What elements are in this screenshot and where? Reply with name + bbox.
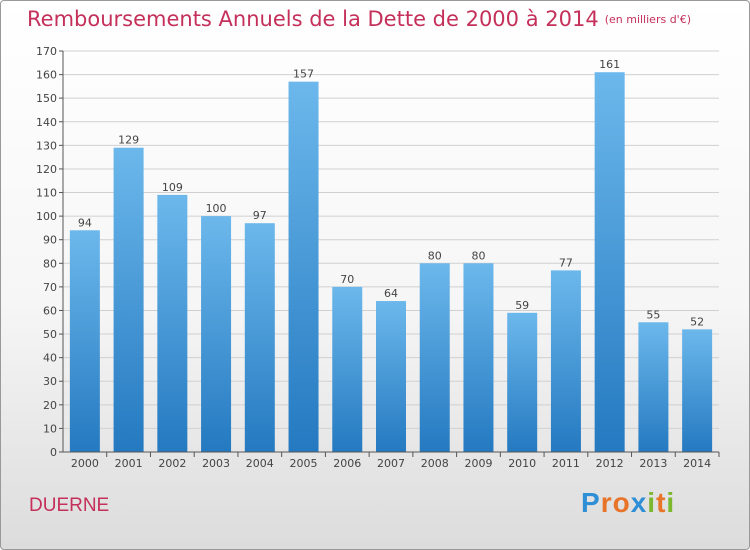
- bar: [332, 286, 363, 452]
- bar: [201, 216, 232, 452]
- x-tick-label: 2013: [639, 457, 667, 470]
- x-tick-label: 2009: [464, 457, 492, 470]
- logo-letter: P: [581, 487, 601, 518]
- y-tick-label: 60: [43, 304, 57, 317]
- chart-title: Remboursements Annuels de la Dette de 20…: [27, 7, 691, 31]
- x-tick-label: 2001: [115, 457, 143, 470]
- x-tick-label: 2010: [508, 457, 536, 470]
- y-tick-label: 170: [36, 45, 57, 58]
- y-tick-label: 70: [43, 281, 57, 294]
- data-label: 80: [428, 249, 442, 262]
- bars: 94 129 109 100 97 157 70 64 80 80 59 77 161 55 52: [69, 58, 713, 453]
- data-label: 80: [471, 249, 485, 262]
- bar: [638, 322, 669, 452]
- logo-letter: o: [612, 487, 631, 518]
- data-label: 70: [340, 273, 354, 286]
- bar: [594, 72, 625, 453]
- bar: [113, 147, 144, 452]
- bar: [682, 329, 713, 452]
- x-tick-label: 2011: [552, 457, 580, 470]
- x-tick-label: 2005: [290, 457, 318, 470]
- x-tick-label: 2014: [683, 457, 711, 470]
- bar: [550, 270, 581, 452]
- x-tick-label: 2003: [202, 457, 230, 470]
- logo-letter: t: [656, 487, 667, 518]
- data-label: 77: [559, 256, 573, 269]
- chart-subtitle: (en milliers d'€): [604, 13, 691, 26]
- logo-letter: x: [630, 487, 648, 518]
- y-tick-label: 10: [43, 422, 57, 435]
- proxiti-logo: Proxiti: [581, 487, 675, 519]
- x-tick-label: 2000: [71, 457, 99, 470]
- data-label: 97: [253, 209, 267, 222]
- logo-letter: i: [647, 487, 657, 518]
- bar: [288, 81, 319, 452]
- bar: [244, 223, 275, 452]
- y-tick-label: 130: [36, 139, 57, 152]
- chart-title-text: Remboursements Annuels de la Dette de 20…: [27, 7, 599, 31]
- y-tick-label: 80: [43, 257, 57, 270]
- x-tick-label: 2007: [377, 457, 405, 470]
- bar: [507, 312, 538, 452]
- data-label: 52: [690, 315, 704, 328]
- data-label: 94: [78, 216, 92, 229]
- x-tick-label: 2004: [246, 457, 274, 470]
- data-label: 64: [384, 287, 398, 300]
- data-label: 157: [293, 68, 314, 81]
- x-tick-label: 2006: [333, 457, 361, 470]
- y-tick-label: 100: [36, 210, 57, 223]
- y-tick-label: 140: [36, 116, 57, 129]
- data-label: 109: [162, 181, 183, 194]
- y-tick-label: 50: [43, 328, 57, 341]
- data-label: 129: [118, 134, 139, 147]
- y-tick-label: 20: [43, 399, 57, 412]
- logo-letter: i: [666, 487, 676, 518]
- data-label: 161: [599, 58, 620, 71]
- x-tick-label: 2012: [596, 457, 624, 470]
- logo-letter: r: [600, 487, 613, 518]
- bar: [419, 263, 450, 452]
- y-tick-label: 150: [36, 92, 57, 105]
- y-tick-label: 110: [36, 187, 57, 200]
- bar: [69, 230, 100, 452]
- y-tick-label: 160: [36, 69, 57, 82]
- y-tick-label: 90: [43, 234, 57, 247]
- data-label: 100: [206, 202, 227, 215]
- y-tick-label: 40: [43, 352, 57, 365]
- x-tick-label: 2002: [158, 457, 186, 470]
- x-tick-label: 2008: [421, 457, 449, 470]
- bar: [376, 301, 406, 452]
- commune-name: DUERNE: [29, 495, 110, 516]
- data-label: 59: [515, 299, 529, 312]
- y-tick-label: 120: [36, 163, 57, 176]
- y-tick-label: 0: [50, 446, 57, 459]
- y-tick-label: 30: [43, 375, 57, 388]
- bar: [157, 194, 188, 452]
- axes: 0 10 20 30 40 50 60 70 80 90 100 110 120 130 140 150 160…: [36, 45, 720, 470]
- data-label: 55: [646, 308, 660, 321]
- bar: [463, 263, 494, 452]
